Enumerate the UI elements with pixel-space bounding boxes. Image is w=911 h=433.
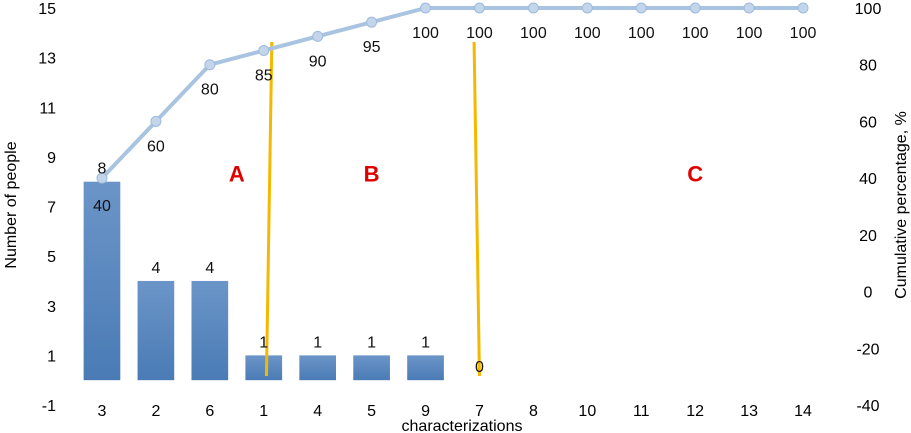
cumulative-point — [743, 2, 755, 14]
x-axis-ticks: 3 2 6 1 4 5 9 7 8 10 11 12 13 14 — [98, 403, 813, 420]
cumulative-value-label: 100 — [628, 25, 655, 42]
cumulative-value-label: 40 — [93, 198, 111, 215]
cumulative-point — [473, 2, 485, 14]
cumulative-line-layer — [96, 2, 809, 184]
cumulative-value-label: 100 — [682, 25, 709, 42]
y2-tick-label: 0 — [864, 285, 873, 302]
zone-label: B — [364, 162, 380, 187]
y2-axis-title: Cumulative percentage, % — [893, 111, 910, 299]
y-tick-label: 3 — [47, 299, 56, 316]
bar-value-label: 4 — [205, 260, 214, 277]
zone-label: C — [687, 162, 703, 187]
cumulative-point — [797, 2, 809, 14]
x-tick-label: 1 — [259, 403, 268, 420]
y-tick-label: 13 — [38, 51, 56, 68]
cumulative-point — [420, 2, 432, 14]
y2-tick-label: 60 — [859, 114, 877, 131]
cumulative-value-label: 85 — [255, 68, 273, 85]
y-tick-label: 1 — [47, 348, 56, 365]
cumulative-point — [366, 16, 378, 28]
cumulative-point — [527, 2, 539, 14]
cumulative-point — [635, 2, 647, 14]
y2-tick-label: 100 — [855, 1, 882, 18]
y-tick-label: 7 — [47, 200, 56, 217]
bar — [83, 181, 121, 381]
zone-label: A — [229, 162, 245, 187]
y-tick-label: 9 — [47, 150, 56, 167]
right-axis-ticks: -40 -20 0 20 40 60 80 100 — [855, 1, 882, 415]
x-tick-label: 2 — [151, 403, 160, 420]
cumulative-value-label: 100 — [520, 25, 547, 42]
y-tick-label: 15 — [38, 1, 56, 18]
cumulative-value-label: 95 — [363, 39, 381, 56]
bar — [245, 355, 283, 381]
data-labels-layer: 8 4 4 1 1 1 1 0 40 60 80 85 90 95 100 100 100 100 100 100 10… — [93, 25, 816, 376]
cumulative-point — [312, 30, 324, 42]
y-tick-label: 5 — [47, 249, 56, 266]
zone-labels: A B C — [229, 162, 703, 187]
x-tick-label: 6 — [205, 403, 214, 420]
cumulative-value-label: 100 — [412, 25, 439, 42]
bar-value-label: 1 — [259, 334, 268, 351]
bar-value-label: 8 — [98, 161, 107, 178]
bar-value-label: 1 — [313, 334, 322, 351]
cumulative-value-label: 60 — [147, 138, 165, 155]
cumulative-line — [100, 6, 804, 180]
cumulative-point — [96, 172, 108, 184]
zone-dividers — [264, 41, 481, 377]
bar-value-label: 4 — [151, 260, 160, 277]
x-tick-label: 8 — [529, 403, 538, 420]
bar — [353, 355, 390, 381]
bar-value-label: 0 — [475, 359, 484, 376]
cumulative-value-label: 80 — [201, 82, 219, 99]
x-tick-label: 3 — [98, 403, 107, 420]
x-axis-title: characterizations — [402, 418, 523, 433]
y2-tick-label: 40 — [859, 171, 877, 188]
zone-divider — [264, 41, 274, 377]
cumulative-value-label: 100 — [466, 25, 493, 42]
x-tick-label: 12 — [686, 403, 704, 420]
cumulative-value-label: 100 — [790, 25, 817, 42]
y-axis-title: Number of people — [3, 141, 20, 268]
x-tick-label: 10 — [578, 403, 596, 420]
y2-tick-label: 20 — [859, 228, 877, 245]
y2-tick-label: -20 — [856, 341, 879, 358]
x-tick-label: 4 — [313, 403, 322, 420]
bar — [407, 355, 444, 381]
x-tick-label: 11 — [633, 403, 650, 420]
cumulative-value-label: 90 — [309, 53, 327, 70]
cumulative-point — [150, 115, 162, 127]
bar-value-label: 1 — [367, 334, 376, 351]
y-tick-label: -1 — [42, 398, 56, 415]
bars-layer — [83, 181, 444, 381]
cumulative-point — [204, 59, 216, 71]
y2-tick-label: -40 — [856, 398, 879, 415]
cumulative-value-label: 100 — [574, 25, 601, 42]
x-tick-label: 13 — [740, 403, 758, 420]
cumulative-point — [258, 45, 270, 57]
bar — [191, 280, 229, 381]
cumulative-point — [689, 2, 701, 14]
x-tick-label: 14 — [794, 403, 812, 420]
x-tick-label: 5 — [367, 403, 376, 420]
y-tick-label: 11 — [39, 100, 56, 117]
x-tick-label: 7 — [475, 403, 484, 420]
cumulative-value-label: 100 — [736, 25, 763, 42]
bar-value-label: 1 — [421, 334, 430, 351]
cumulative-point — [581, 2, 593, 14]
bar — [137, 280, 175, 381]
zone-divider — [472, 41, 481, 377]
y2-tick-label: 80 — [859, 58, 877, 75]
bar — [299, 355, 337, 381]
x-tick-label: 9 — [421, 403, 430, 420]
